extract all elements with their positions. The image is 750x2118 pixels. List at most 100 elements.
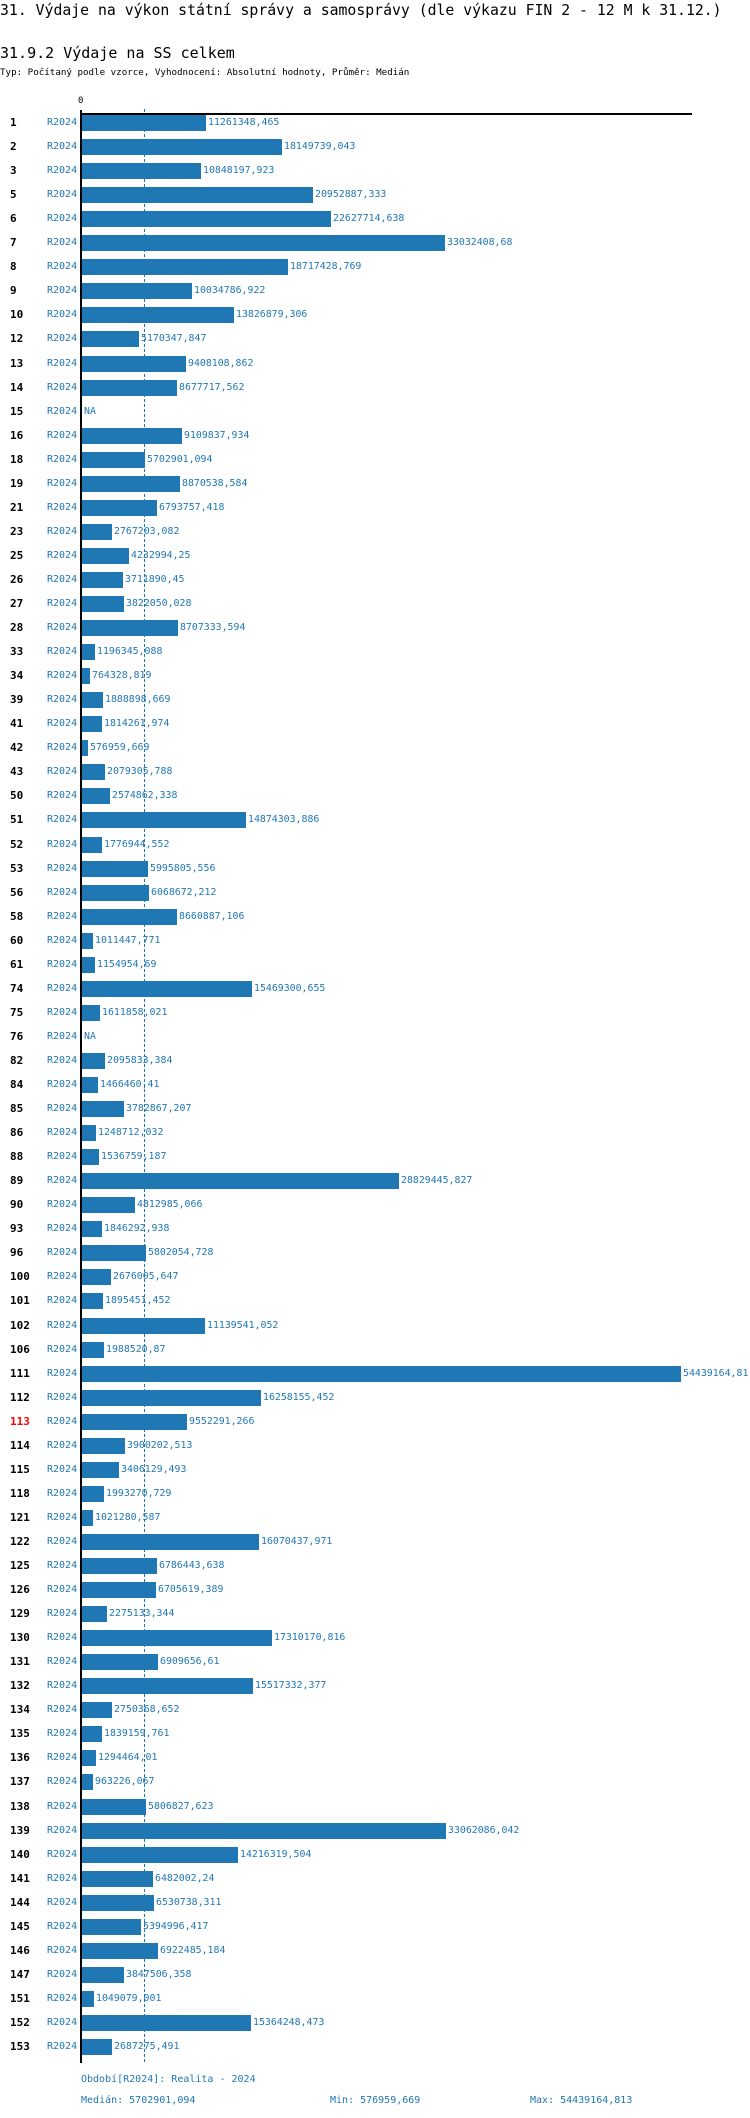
bar [82, 571, 123, 588]
data-label: 1895451,452 [105, 1295, 171, 1307]
data-label: 6705619,389 [158, 1584, 224, 1596]
bar [82, 499, 157, 516]
row-label: 112 [10, 1390, 30, 1404]
row-label: 50 [10, 789, 24, 803]
bar [82, 1413, 187, 1430]
bar [82, 1966, 124, 1983]
bar [82, 1197, 135, 1214]
row-label: 135 [10, 1727, 30, 1741]
row-label: 53 [10, 861, 24, 875]
bar [82, 1077, 98, 1093]
data-label: 3900202,513 [127, 1439, 193, 1451]
period-label: R2024 [47, 285, 78, 297]
period-label: R2024 [47, 1127, 78, 1139]
median-reference-line [143, 109, 145, 2062]
bar [82, 1894, 154, 1911]
footer-period: Období[R2024]: Realita - 2024 [81, 2074, 256, 2085]
bar [82, 523, 112, 540]
period-label: R2024 [47, 1656, 78, 1668]
data-label: 33032408,68 [447, 237, 513, 249]
row-label: 9 [10, 284, 17, 298]
row-label: 129 [10, 1607, 30, 1621]
period-label: R2024 [47, 1560, 78, 1571]
bar [82, 596, 124, 612]
period-label: R2024 [47, 357, 78, 369]
bar [82, 139, 282, 156]
data-label: 33062086,042 [448, 1824, 520, 1836]
bar [82, 379, 177, 396]
row-label: 84 [10, 1078, 24, 1091]
period-label: R2024 [47, 1535, 78, 1547]
period-label: R2024 [47, 237, 78, 249]
footer-max: Max: 54439164,813 [530, 2095, 633, 2106]
period-label: R2024 [47, 766, 78, 778]
data-label: 1021280,587 [95, 1511, 161, 1523]
bar [82, 692, 103, 709]
row-label: 139 [10, 1823, 30, 1837]
period-label: R2024 [47, 694, 78, 706]
period-label: R2024 [47, 1896, 78, 1908]
period-label: R2024 [47, 1872, 78, 1884]
data-label: 1839159,761 [104, 1728, 170, 1740]
data-label: 3822050,028 [126, 598, 192, 609]
period-label: R2024 [47, 1992, 78, 2004]
chart-subtitle: 31.9.2 Výdaje na SS celkem [0, 44, 235, 62]
bar [82, 1509, 93, 1526]
row-label: 1 [10, 116, 17, 129]
data-label: 5995805,556 [150, 862, 216, 874]
row-label: 42 [10, 741, 24, 755]
data-label: 3847506,358 [126, 1968, 192, 1980]
period-label: R2024 [47, 790, 78, 802]
row-label: 100 [10, 1270, 30, 1284]
data-label: 15364248,473 [253, 2016, 325, 2028]
row-label: 52 [10, 837, 24, 851]
row-label: 121 [10, 1510, 30, 1524]
data-label: 1993270,729 [106, 1487, 172, 1499]
row-label: 85 [10, 1102, 24, 1116]
row-label: 16 [10, 428, 24, 442]
data-label: 20952887,333 [315, 189, 387, 201]
bar [82, 427, 182, 444]
row-label: 102 [10, 1318, 30, 1332]
bar [82, 1341, 104, 1358]
bar [82, 235, 445, 252]
period-label: R2024 [47, 261, 78, 273]
row-label: 147 [10, 1967, 30, 1981]
period-label: R2024 [47, 165, 78, 177]
row-label: 114 [10, 1438, 30, 1452]
bar [82, 668, 90, 685]
data-label: 3406129,493 [121, 1463, 187, 1475]
bar [82, 1750, 96, 1767]
data-label: 3711890,45 [125, 573, 185, 585]
footer-min: Min: 576959,669 [330, 2095, 421, 2106]
bar [82, 1606, 107, 1623]
data-label: 2687275,491 [114, 2041, 180, 2052]
period-label: R2024 [47, 838, 78, 850]
period-label: R2024 [47, 1054, 78, 1066]
row-label: 113 [10, 1414, 30, 1428]
data-label: 2275133,344 [109, 1608, 175, 1620]
row-label: 96 [10, 1246, 24, 1260]
bar [82, 1101, 124, 1118]
bar [82, 211, 331, 228]
bar [82, 620, 178, 637]
period-label: R2024 [47, 333, 78, 345]
x-axis-line [80, 113, 692, 115]
period-label: R2024 [47, 1223, 78, 1235]
period-label: R2024 [47, 1151, 78, 1163]
bar [82, 1245, 146, 1262]
row-label: 132 [10, 1679, 30, 1693]
bar [82, 1774, 93, 1791]
data-label: 54439164,81 [683, 1367, 749, 1379]
period-label: R2024 [47, 1920, 78, 1932]
data-label: 10848197,923 [203, 165, 275, 177]
data-label: 1154954,69 [97, 958, 157, 970]
data-label: 764328,819 [92, 670, 152, 682]
period-label: R2024 [47, 670, 78, 682]
bar [82, 1149, 99, 1166]
bar [82, 259, 288, 276]
period-label: R2024 [47, 742, 78, 754]
data-label: 2750368,652 [114, 1704, 180, 1716]
bar [82, 307, 234, 324]
data-label: 17310170,816 [274, 1632, 346, 1644]
